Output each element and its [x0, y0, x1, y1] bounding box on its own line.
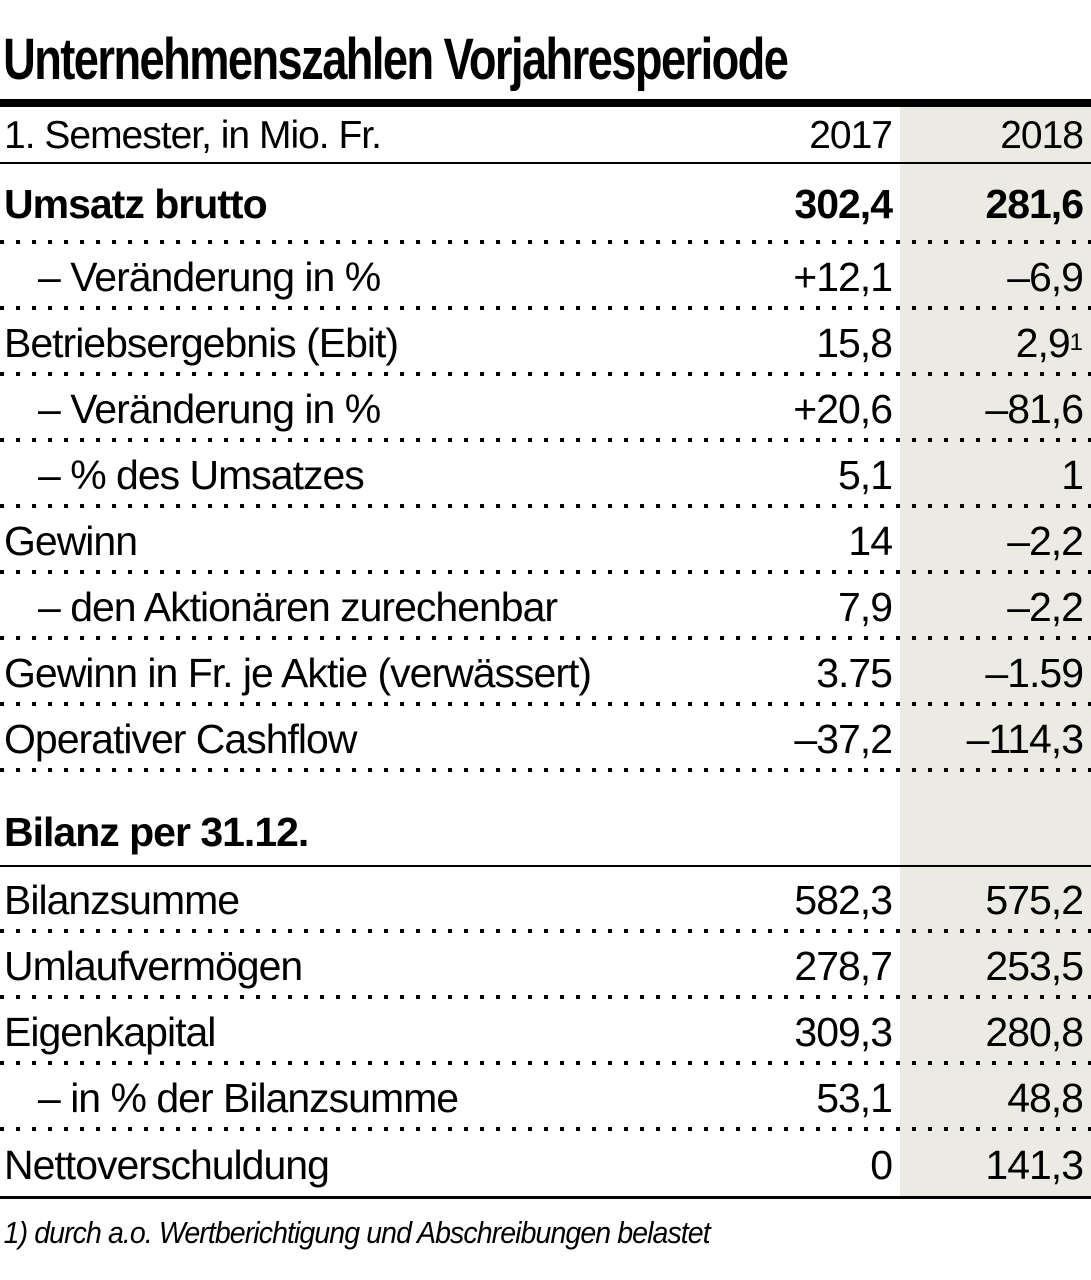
value-2018: –1.59 — [900, 640, 1091, 706]
table-row: Operativer Cashflow –37,2 –114,3 — [0, 706, 1091, 772]
value-2018: –81,6 — [900, 376, 1091, 442]
value-2018: 48,8 — [900, 1065, 1091, 1131]
row-separator — [0, 865, 1091, 867]
row-separator — [0, 240, 1091, 244]
table-row: Nettoverschuldung 0 141,3 — [0, 1131, 1091, 1199]
table-row: Gewinn 14 –2,2 — [0, 508, 1091, 574]
value-2018: 1 — [900, 442, 1091, 508]
row-label: – den Aktionären zurechenbar — [38, 583, 558, 630]
table-row: Eigenkapital 309,3 280,8 — [0, 999, 1091, 1065]
footnote: 1) durch a.o. Wertberichtigung und Absch… — [3, 1215, 711, 1250]
page-title: Unternehmenszahlen Vorjahresperiode — [3, 27, 789, 92]
value-2017: 14 — [848, 517, 893, 564]
value-2017: 15,8 — [816, 319, 893, 366]
value-2017: 3.75 — [816, 649, 893, 696]
row-separator — [0, 702, 1091, 706]
column-header-2018: 2018 — [900, 107, 1091, 164]
value-2017 — [750, 772, 900, 867]
row-label: Gewinn in Fr. je Aktie (verwässert) — [4, 649, 592, 696]
value-2017: +12,1 — [793, 253, 893, 300]
table-row: – den Aktionären zurechenbar 7,9 –2,2 — [0, 574, 1091, 640]
value-2018: 2,9 1 — [900, 310, 1091, 376]
value-2017: 7,9 — [838, 583, 893, 630]
row-separator — [0, 372, 1091, 376]
value-2017: 582,3 — [794, 876, 893, 923]
row-label: – in % der Bilanzsumme — [38, 1074, 459, 1121]
row-label: – Veränderung in % — [38, 385, 381, 432]
table-row: Bilanz per 31.12. — [0, 772, 1091, 867]
table-row: Gewinn in Fr. je Aktie (verwässert) 3.75… — [0, 640, 1091, 706]
row-separator — [0, 504, 1091, 508]
row-separator — [0, 929, 1091, 933]
value-2017: 309,3 — [794, 1008, 893, 1055]
value-2018: –6,9 — [900, 244, 1091, 310]
table-row: – in % der Bilanzsumme 53,1 48,8 — [0, 1065, 1091, 1131]
value-2018: 281,6 — [900, 164, 1091, 244]
row-label: Nettoverschuldung — [4, 1141, 330, 1188]
header-rule — [0, 162, 1091, 164]
table-row: Umlaufvermögen 278,7 253,5 — [0, 933, 1091, 999]
value-2018: 141,3 — [900, 1131, 1091, 1199]
table-row: – % des Umsatzes 5,1 1 — [0, 442, 1091, 508]
row-label: Bilanzsumme — [4, 876, 240, 923]
value-2018 — [900, 772, 1091, 867]
value-2017: 5,1 — [838, 451, 893, 498]
value-2018: –2,2 — [900, 574, 1091, 640]
value-2018: –2,2 — [900, 508, 1091, 574]
table-row: – Veränderung in % +20,6 –81,6 — [0, 376, 1091, 442]
row-label: Eigenkapital — [4, 1008, 216, 1055]
row-label: – % des Umsatzes — [38, 451, 365, 498]
row-separator — [0, 1196, 1091, 1199]
row-separator — [0, 570, 1091, 574]
value-2018: 253,5 — [900, 933, 1091, 999]
row-separator — [0, 306, 1091, 310]
table-body: Umsatz brutto 302,4 281,6 – Veränderung … — [0, 164, 1091, 1199]
title-area: Unternehmenszahlen Vorjahresperiode — [0, 0, 1091, 99]
row-separator — [0, 438, 1091, 442]
row-label: Bilanz per 31.12. — [4, 809, 309, 855]
column-header-2017: 2017 — [809, 113, 893, 157]
unit-label: 1. Semester, in Mio. Fr. — [4, 113, 382, 157]
value-2018: 280,8 — [900, 999, 1091, 1065]
table-row: – Veränderung in % +12,1 –6,9 — [0, 244, 1091, 310]
row-label: Gewinn — [4, 517, 138, 564]
table-row: Bilanzsumme 582,3 575,2 — [0, 867, 1091, 933]
row-label: Operativer Cashflow — [4, 715, 357, 762]
table-row: Betriebsergebnis (Ebit) 15,8 2,9 1 — [0, 310, 1091, 376]
value-2018: 575,2 — [900, 867, 1091, 933]
title-rule — [0, 99, 1091, 107]
row-label: – Veränderung in % — [38, 253, 381, 300]
table-row: Umsatz brutto 302,4 281,6 — [0, 164, 1091, 244]
value-2018: –114,3 — [900, 706, 1091, 772]
row-separator — [0, 1127, 1091, 1131]
row-separator — [0, 768, 1091, 772]
row-label: Betriebsergebnis (Ebit) — [4, 319, 399, 366]
value-2017: 0 — [870, 1141, 893, 1188]
financial-table: 1. Semester, in Mio. Fr. 2017 2018 Umsat… — [0, 107, 1091, 1199]
row-separator — [0, 636, 1091, 640]
value-2017: 53,1 — [816, 1074, 893, 1121]
row-label: Umlaufvermögen — [4, 942, 303, 989]
table-header-row: 1. Semester, in Mio. Fr. 2017 2018 — [0, 107, 1091, 164]
value-2017: 302,4 — [794, 180, 893, 227]
value-2017: –37,2 — [794, 715, 893, 762]
row-separator — [0, 1061, 1091, 1065]
row-label: Umsatz brutto — [4, 180, 268, 227]
value-2017: 278,7 — [794, 942, 893, 989]
row-separator — [0, 995, 1091, 999]
value-2017: +20,6 — [793, 385, 893, 432]
